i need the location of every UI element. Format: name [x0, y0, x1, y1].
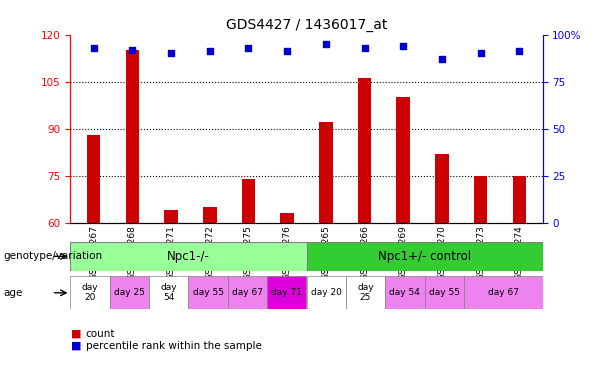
Bar [87, 135, 101, 223]
Bar [189, 276, 228, 309]
Point [89, 45, 99, 51]
Text: Npc1+/- control: Npc1+/- control [378, 250, 471, 263]
Point [476, 50, 485, 56]
Text: day 55: day 55 [428, 288, 460, 297]
Bar [435, 154, 449, 223]
Text: count: count [86, 329, 115, 339]
Point [243, 45, 253, 51]
Text: day
54: day 54 [161, 283, 177, 303]
Bar [319, 122, 333, 223]
Bar [203, 207, 216, 223]
Bar [424, 276, 464, 309]
Title: GDS4427 / 1436017_at: GDS4427 / 1436017_at [226, 18, 387, 32]
Text: day 55: day 55 [192, 288, 224, 297]
Bar [306, 242, 543, 271]
Text: day 67: day 67 [488, 288, 519, 297]
Point [128, 46, 137, 53]
Bar [242, 179, 255, 223]
Bar [346, 276, 385, 309]
Point [166, 50, 176, 56]
Point [321, 41, 331, 47]
Text: day 25: day 25 [114, 288, 145, 297]
Text: genotype/variation: genotype/variation [3, 251, 102, 262]
Bar [70, 242, 306, 271]
Text: percentile rank within the sample: percentile rank within the sample [86, 341, 262, 351]
Point [514, 48, 524, 55]
Bar [267, 276, 306, 309]
Bar [110, 276, 149, 309]
Bar [512, 176, 526, 223]
Point [205, 48, 215, 55]
Text: day 67: day 67 [232, 288, 263, 297]
Bar [126, 50, 139, 223]
Bar [464, 276, 543, 309]
Bar [474, 176, 487, 223]
Point [282, 48, 292, 55]
Bar [306, 276, 346, 309]
Bar [164, 210, 178, 223]
Text: Npc1-/-: Npc1-/- [167, 250, 210, 263]
Bar [70, 276, 110, 309]
Bar [280, 214, 294, 223]
Bar [397, 97, 410, 223]
Bar [385, 276, 424, 309]
Text: age: age [3, 288, 23, 298]
Point [398, 43, 408, 49]
Point [360, 45, 370, 51]
Text: day 20: day 20 [311, 288, 341, 297]
Text: day
20: day 20 [82, 283, 99, 303]
Bar [149, 276, 189, 309]
Text: day 71: day 71 [272, 288, 302, 297]
Bar [358, 78, 371, 223]
Text: ■: ■ [70, 329, 81, 339]
Text: ■: ■ [70, 341, 81, 351]
Point [437, 56, 447, 62]
Text: day 54: day 54 [389, 288, 421, 297]
Bar [228, 276, 267, 309]
Text: day
25: day 25 [357, 283, 374, 303]
